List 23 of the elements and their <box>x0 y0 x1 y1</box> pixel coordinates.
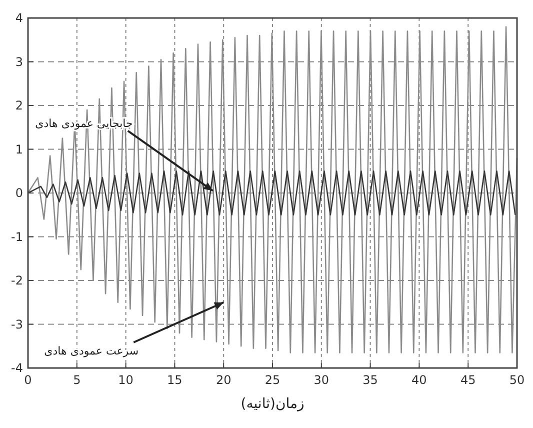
x-tick-label: 5 <box>73 373 81 387</box>
x-tick-label: 50 <box>509 373 525 387</box>
y-tick-label: 3 <box>15 54 23 69</box>
x-tick-label: 10 <box>118 373 134 387</box>
y-tick-label: 2 <box>15 98 23 112</box>
annotation: سرعت عمودی هادی <box>44 344 139 358</box>
x-tick-label: 35 <box>362 373 378 387</box>
x-tick-label: 40 <box>412 373 427 387</box>
y-tick-label: -2 <box>11 274 23 288</box>
y-tick-label: -1 <box>11 230 23 244</box>
x-tick-label: 25 <box>264 373 280 387</box>
x-tick-label: 45 <box>460 373 476 387</box>
y-tick-label: -3 <box>11 317 23 332</box>
x-tick-label: 30 <box>314 373 330 387</box>
x-axis-title: زمان(ثانیه) <box>240 396 304 412</box>
y-tick-label: 4 <box>15 11 23 25</box>
x-tick-label: 15 <box>167 373 182 387</box>
y-tick-label: -4 <box>11 361 23 375</box>
annotation: جابجایی عمودی هادی <box>35 116 133 130</box>
x-tick-label: 0 <box>24 373 32 387</box>
x-tick-label: 20 <box>216 373 232 387</box>
y-tick-label: 0 <box>15 186 23 200</box>
y-tick-label: 1 <box>15 142 23 156</box>
